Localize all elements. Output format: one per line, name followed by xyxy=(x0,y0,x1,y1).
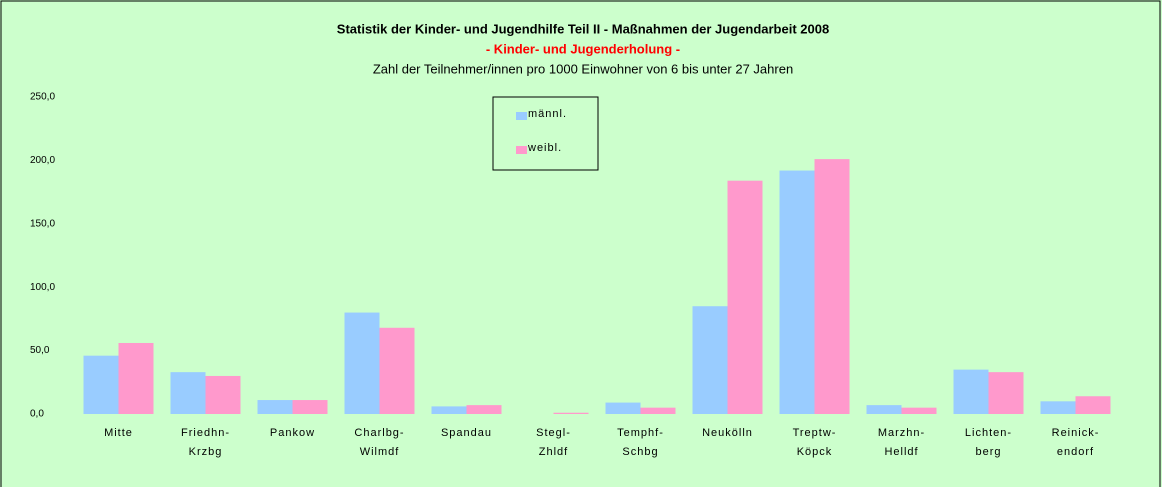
legend-label: männl. xyxy=(528,108,567,120)
bar xyxy=(727,180,763,414)
legend-swatch xyxy=(516,146,527,154)
bar xyxy=(901,407,937,414)
bar xyxy=(1075,396,1111,414)
chart-description: Zahl der Teilnehmer/innen pro 1000 Einwo… xyxy=(373,61,793,76)
bar xyxy=(692,306,728,414)
bar xyxy=(866,405,902,414)
x-tick-label: Pankow xyxy=(269,427,316,439)
bar xyxy=(605,402,641,414)
x-tick-label: Treptw- Köpck xyxy=(792,427,837,458)
x-tick-label: Lichten- berg xyxy=(964,427,1013,458)
bar xyxy=(466,405,502,414)
x-tick-label: Spandau xyxy=(440,427,493,439)
bar xyxy=(640,407,676,414)
x-tick-label: Mitte xyxy=(104,427,133,439)
x-tick-label: Stegl- Zhldf xyxy=(536,427,571,458)
bar xyxy=(779,170,815,414)
bar xyxy=(379,327,415,414)
legend-swatch xyxy=(516,112,527,120)
bar xyxy=(344,312,380,414)
chart-title: Statistik der Kinder- und Jugendhilfe Te… xyxy=(337,21,829,36)
bar xyxy=(953,369,989,414)
x-tick-label: Marzhn- Helldf xyxy=(877,427,926,458)
x-tick-label: Charlbg- Wilmdf xyxy=(354,427,405,458)
bar xyxy=(170,372,206,414)
y-tick-label: 250,0 xyxy=(30,92,55,103)
chart-subtitle: - Kinder- und Jugenderholung - xyxy=(486,41,680,56)
legend-label: weibl. xyxy=(527,142,562,154)
x-tick-label: Reinick- endorf xyxy=(1051,427,1100,458)
y-tick-label: 150,0 xyxy=(30,218,55,229)
y-tick-label: 0,0 xyxy=(30,409,44,420)
legend-box xyxy=(492,96,599,171)
bar xyxy=(1040,401,1076,414)
bar xyxy=(83,355,119,414)
bar xyxy=(257,400,293,414)
y-tick-label: 200,0 xyxy=(30,155,55,166)
x-tick-label: Friedhn- Krzbg xyxy=(181,427,230,458)
bar xyxy=(205,375,241,414)
bar xyxy=(431,406,467,414)
bar xyxy=(988,372,1024,414)
y-tick-label: 50,0 xyxy=(30,345,50,356)
x-tick-label: Neukölln xyxy=(702,427,753,439)
x-tick-label: Temphf- Schbg xyxy=(617,427,664,458)
bar xyxy=(118,342,154,414)
y-tick-label: 100,0 xyxy=(30,282,55,293)
bar xyxy=(292,400,328,414)
bar xyxy=(814,159,850,414)
bar xyxy=(553,412,589,414)
